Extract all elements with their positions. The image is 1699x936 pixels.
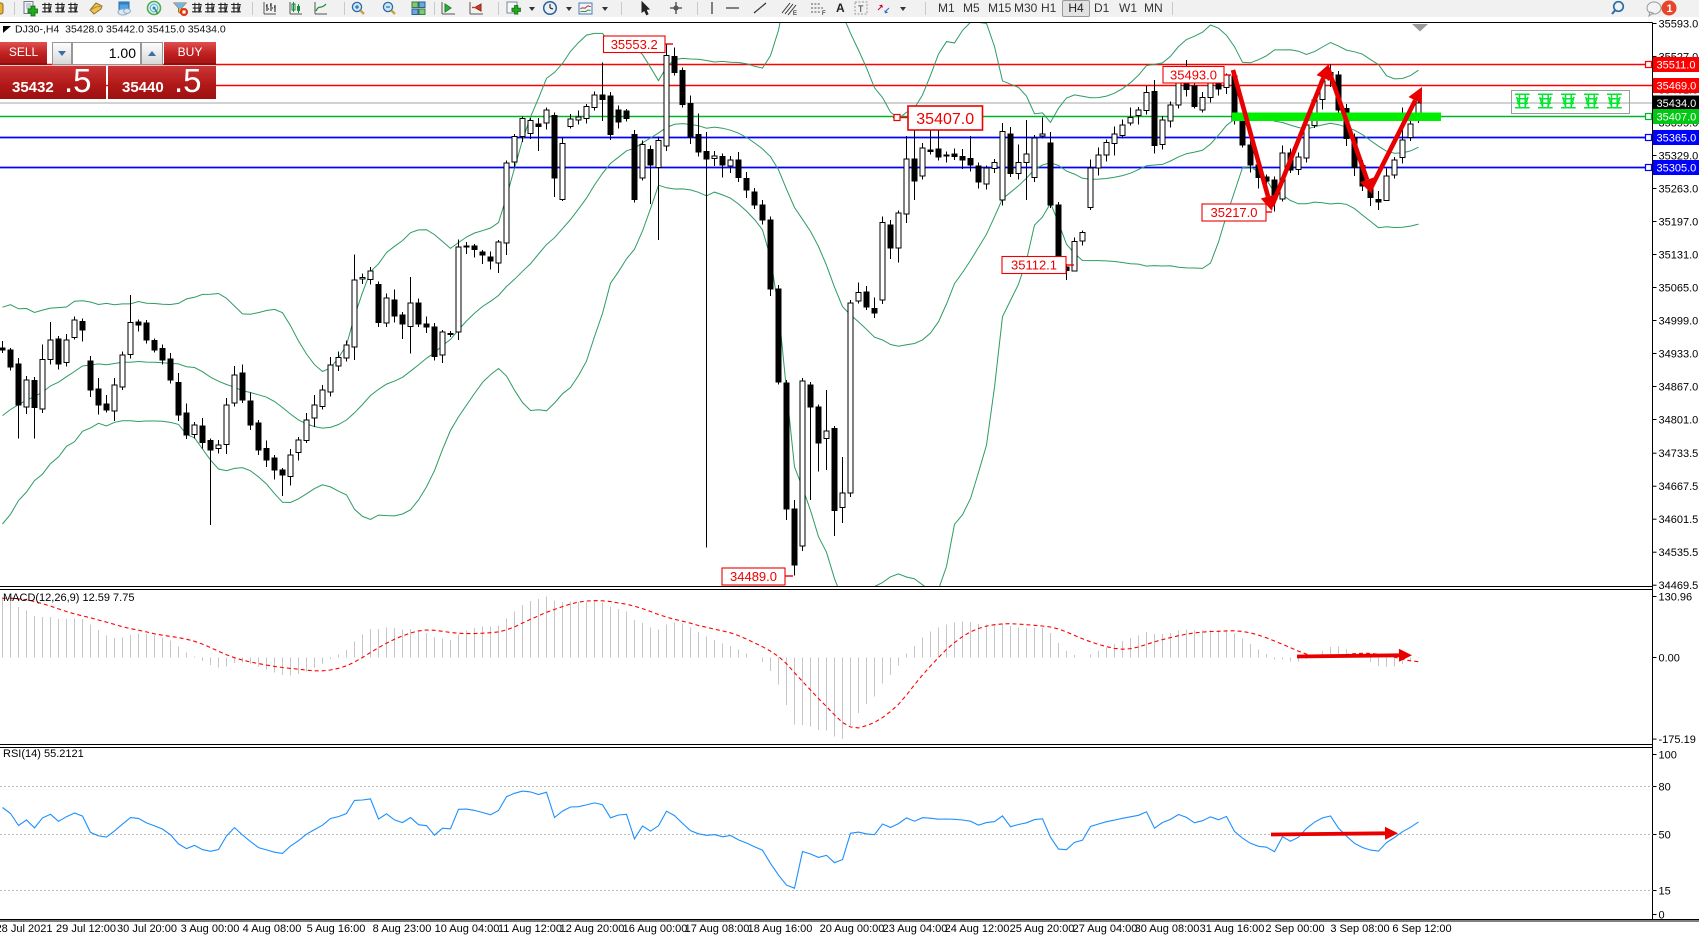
svg-text:35112.1: 35112.1 [1011, 258, 1057, 273]
svg-text:24 Aug 12:00: 24 Aug 12:00 [945, 923, 1010, 935]
svg-text:35263.0: 35263.0 [1659, 184, 1699, 196]
svg-text:T: T [858, 4, 864, 14]
svg-text:34999.0: 34999.0 [1659, 316, 1699, 328]
svg-text:11 Aug 12:00: 11 Aug 12:00 [498, 923, 562, 935]
svg-text:50: 50 [1659, 830, 1671, 842]
svg-text:100: 100 [1659, 750, 1677, 762]
svg-text:MACD(12,26,9) 12.59 7.75: MACD(12,26,9) 12.59 7.75 [3, 592, 134, 604]
svg-text:-175.19: -175.19 [1659, 734, 1696, 746]
svg-text:34733.5: 34733.5 [1659, 448, 1699, 460]
svg-text:35305.0: 35305.0 [1657, 163, 1697, 175]
svg-text:E: E [793, 11, 797, 17]
svg-text:23 Aug 04:00: 23 Aug 04:00 [883, 923, 948, 935]
svg-text:16 Aug 00:00: 16 Aug 00:00 [623, 923, 688, 935]
svg-text:1: 1 [1667, 3, 1673, 15]
svg-text:30 Aug 08:00: 30 Aug 08:00 [1135, 923, 1200, 935]
svg-text:80: 80 [1659, 782, 1671, 794]
svg-text:DJ30-,H4 35428.0 35442.0 3541: DJ30-,H4 35428.0 35442.0 35415.0 35434.0 [15, 24, 226, 36]
svg-text:35365.0: 35365.0 [1657, 133, 1697, 145]
svg-text:31 Aug 16:00: 31 Aug 16:00 [1200, 923, 1265, 935]
svg-text:34535.5: 34535.5 [1659, 547, 1699, 559]
svg-text:35407.0: 35407.0 [916, 111, 974, 128]
svg-text:10 Aug 04:00: 10 Aug 04:00 [435, 923, 500, 935]
svg-text:35593.0: 35593.0 [1659, 19, 1699, 31]
svg-text:35493.0: 35493.0 [1170, 67, 1217, 82]
svg-text:34469.5: 34469.5 [1659, 580, 1699, 592]
svg-text:34489.0: 34489.0 [730, 569, 777, 584]
svg-text:35407.0: 35407.0 [1657, 112, 1697, 124]
svg-text:12 Aug 20:00: 12 Aug 20:00 [560, 923, 625, 935]
svg-text:34601.5: 34601.5 [1659, 514, 1699, 526]
svg-text:F: F [822, 11, 826, 17]
svg-text:34801.0: 34801.0 [1659, 415, 1699, 427]
svg-text:2 Sep 00:00: 2 Sep 00:00 [1265, 923, 1324, 935]
svg-text:25 Aug 20:00: 25 Aug 20:00 [1010, 923, 1075, 935]
svg-text:34933.0: 34933.0 [1659, 349, 1699, 361]
svg-text:17 Aug 08:00: 17 Aug 08:00 [685, 923, 750, 935]
svg-text:18 Aug 16:00: 18 Aug 16:00 [748, 923, 813, 935]
svg-text:35329.0: 35329.0 [1659, 151, 1699, 163]
svg-text:35131.0: 35131.0 [1659, 250, 1699, 262]
svg-text:4 Aug 08:00: 4 Aug 08:00 [243, 923, 302, 935]
svg-text:34667.5: 34667.5 [1659, 481, 1699, 493]
svg-text:3 Sep 08:00: 3 Sep 08:00 [1330, 923, 1389, 935]
svg-text:5 Aug 16:00: 5 Aug 16:00 [307, 923, 366, 935]
svg-text:34867.0: 34867.0 [1659, 382, 1699, 394]
svg-text:0.00: 0.00 [1659, 653, 1680, 665]
svg-text:15: 15 [1659, 886, 1671, 898]
svg-text:35469.0: 35469.0 [1657, 81, 1697, 93]
svg-text:20 Aug 00:00: 20 Aug 00:00 [820, 923, 885, 935]
svg-text:35217.0: 35217.0 [1211, 205, 1258, 220]
svg-text:6 Sep 12:00: 6 Sep 12:00 [1392, 923, 1451, 935]
svg-text:0: 0 [1659, 910, 1665, 922]
svg-text:30 Jul 20:00: 30 Jul 20:00 [117, 923, 177, 935]
svg-text:RSI(14) 55.2121: RSI(14) 55.2121 [3, 748, 84, 760]
svg-text:35511.0: 35511.0 [1657, 60, 1696, 72]
svg-text:35434.0: 35434.0 [1657, 98, 1697, 110]
svg-text:27 Aug 04:00: 27 Aug 04:00 [1073, 923, 1138, 935]
svg-text:28 Jul 2021: 28 Jul 2021 [0, 923, 52, 935]
svg-text:35553.2: 35553.2 [611, 37, 658, 52]
svg-text:8 Aug 23:00: 8 Aug 23:00 [373, 923, 432, 935]
svg-text:35197.0: 35197.0 [1659, 217, 1699, 229]
svg-text:130.96: 130.96 [1659, 592, 1693, 604]
svg-text:3 Aug 00:00: 3 Aug 00:00 [181, 923, 240, 935]
svg-text:35065.0: 35065.0 [1659, 283, 1699, 295]
svg-text:29 Jul 12:00: 29 Jul 12:00 [56, 923, 116, 935]
